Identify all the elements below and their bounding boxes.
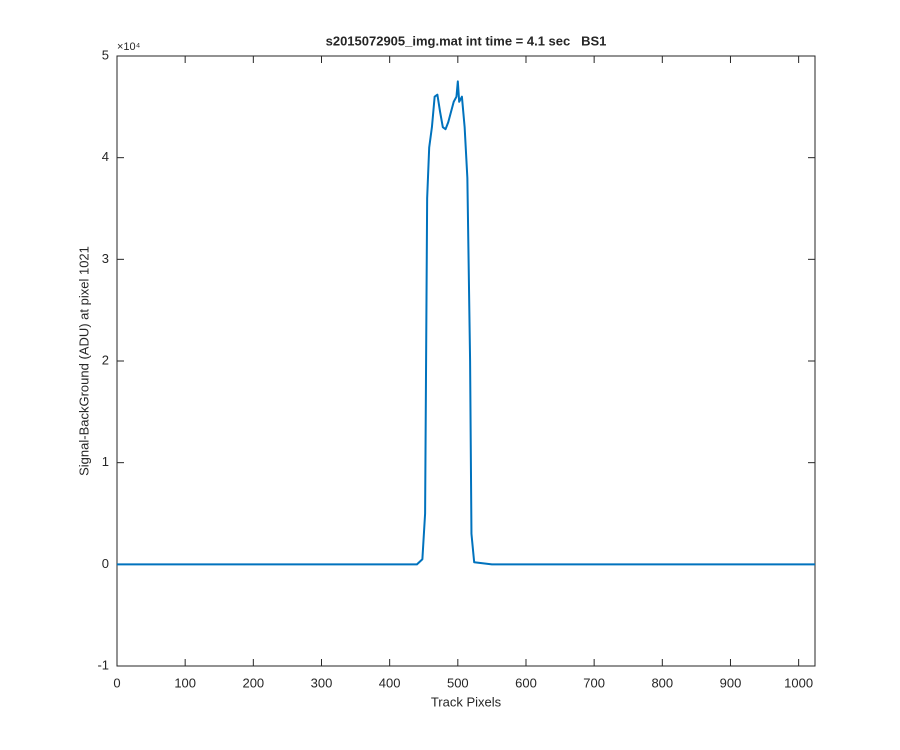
data-line: [117, 80, 815, 566]
y-exponent-label: ×10⁴: [117, 41, 141, 53]
y-tick-label: 5: [102, 47, 109, 62]
x-tick-label: 600: [515, 675, 537, 690]
y-tick-label: 1: [102, 454, 109, 469]
y-tick-label: 0: [102, 556, 109, 571]
y-axis-label: Signal-BackGround (ADU) at pixel 1021: [76, 246, 91, 476]
y-tick-label: 2: [102, 352, 109, 367]
x-tick-label: 800: [651, 675, 673, 690]
x-tick-label: 900: [720, 675, 742, 690]
x-tick-label: 500: [447, 675, 469, 690]
x-tick-label: 200: [242, 675, 264, 690]
y-tick-label: 3: [102, 251, 109, 266]
x-axis-label: Track Pixels: [431, 694, 502, 709]
x-tick-label: 400: [379, 675, 401, 690]
y-tick-label: -1: [97, 657, 109, 672]
y-tick-label: 4: [102, 149, 109, 164]
x-tick-label: 0: [113, 675, 120, 690]
x-tick-label: 700: [583, 675, 605, 690]
x-tick-label: 300: [311, 675, 333, 690]
x-tick-label: 100: [174, 675, 196, 690]
x-tick-label: 1000: [784, 675, 813, 690]
chart-title: s2015072905_img.mat int time = 4.1 sec B…: [326, 33, 607, 48]
